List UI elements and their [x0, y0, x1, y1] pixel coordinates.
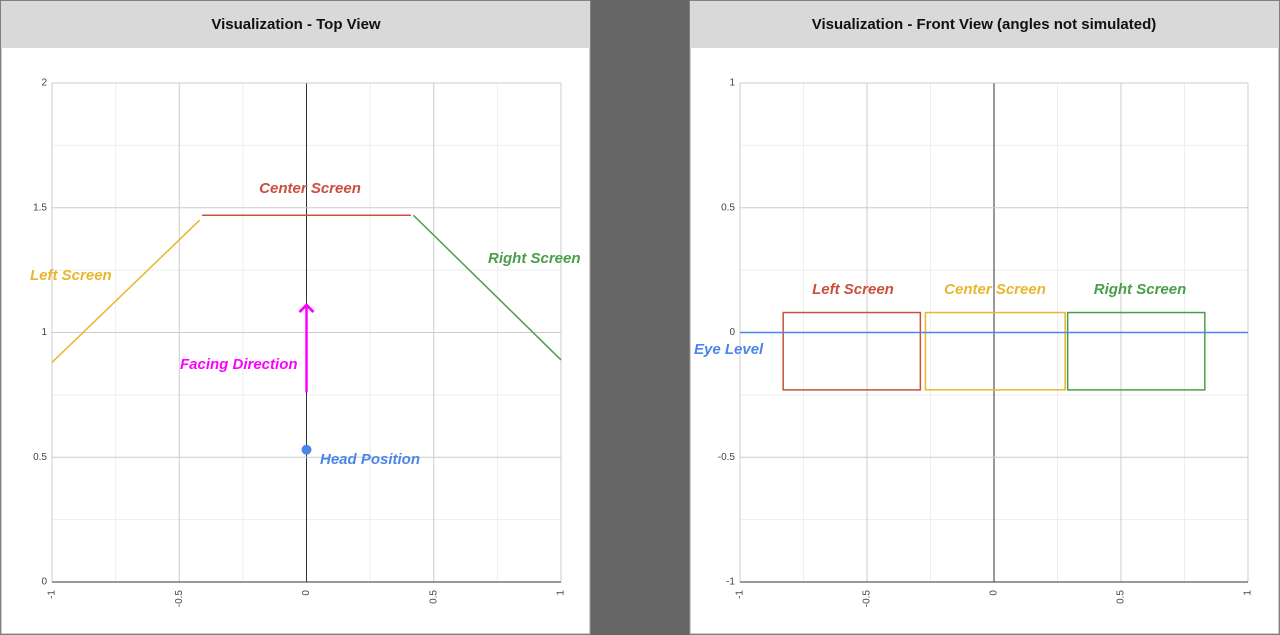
x-tick-label: 0: [301, 590, 312, 596]
y-tick-label: -0.5: [718, 452, 736, 463]
series-label: Facing Direction: [180, 356, 298, 373]
y-tick-label: -1: [726, 577, 735, 588]
x-tick-label: 0.5: [1116, 590, 1127, 604]
y-tick-label: 0.5: [721, 202, 735, 213]
y-tick-label: 0: [41, 577, 47, 588]
series-line: [51, 219, 201, 363]
x-tick-label: 0.5: [428, 590, 439, 604]
screen-rect: [1066, 311, 1206, 391]
x-tick-label: -1: [47, 590, 58, 599]
y-tick-label: 0: [729, 327, 735, 338]
x-tick-label: 1: [1243, 590, 1254, 596]
x-tick-label: -1: [735, 590, 746, 599]
y-tick-label: 1: [729, 78, 735, 89]
x-tick-label: -0.5: [174, 590, 185, 608]
series-label: Right Screen: [1094, 281, 1187, 298]
series-line: [412, 214, 562, 361]
left-panel: [0, 0, 591, 635]
left-header: [1, 1, 590, 48]
y-tick-label: 1: [41, 327, 47, 338]
series-label: Center Screen: [259, 180, 361, 197]
x-tick-label: 1: [556, 590, 567, 596]
screen-rect: [924, 311, 1066, 391]
series-label: Head Position: [320, 451, 420, 468]
point: [301, 444, 312, 455]
panel-title: Visualization - Top View: [211, 16, 381, 33]
series-label: Eye Level: [694, 341, 764, 358]
series-label: Center Screen: [944, 281, 1046, 298]
x-tick-label: 0: [989, 590, 1000, 596]
screen-rect: [782, 311, 922, 391]
panel-title: Visualization - Front View (angles not s…: [812, 16, 1157, 33]
x-tick-label: -0.5: [862, 590, 873, 608]
series-label: Left Screen: [812, 281, 894, 298]
y-tick-label: 2: [41, 78, 47, 89]
y-tick-label: 0.5: [33, 452, 47, 463]
y-tick-label: 1.5: [33, 202, 47, 213]
series-label: Left Screen: [30, 267, 112, 284]
series-label: Right Screen: [488, 250, 581, 267]
right-panel: [689, 0, 1280, 635]
right-header: [690, 1, 1279, 48]
